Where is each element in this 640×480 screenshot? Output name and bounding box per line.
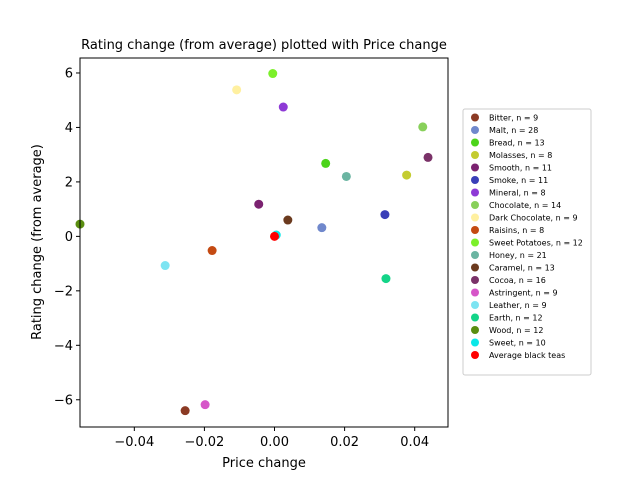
legend-label: Malt, n = 28 xyxy=(489,126,538,135)
legend-marker xyxy=(471,276,479,284)
legend-label: Leather, n = 9 xyxy=(489,301,547,310)
legend-marker xyxy=(471,326,479,334)
legend-marker xyxy=(471,263,479,272)
legend-label: Average black teas xyxy=(489,351,565,360)
legend-label: Smoke, n = 11 xyxy=(489,176,548,185)
legend-label: Sweet, n = 10 xyxy=(489,339,546,348)
legend-label: Astringent, n = 9 xyxy=(489,289,558,298)
y-tick-label: 4 xyxy=(65,121,73,136)
data-point xyxy=(232,85,242,95)
legend-marker xyxy=(471,301,479,309)
data-point xyxy=(180,406,190,416)
data-point xyxy=(317,223,327,233)
plot-frame xyxy=(79,57,449,428)
legend-marker xyxy=(471,213,479,222)
data-point xyxy=(380,210,390,220)
data-point xyxy=(423,152,433,162)
legend-marker xyxy=(471,151,479,159)
legend-label: Bitter, n = 9 xyxy=(489,114,538,123)
data-point xyxy=(268,69,278,79)
legend-label: Mineral, n = 8 xyxy=(489,189,546,198)
legend-marker xyxy=(471,251,479,259)
legend-label: Molasses, n = 8 xyxy=(489,151,552,160)
x-tick-label: −0.02 xyxy=(184,435,224,450)
legend-marker xyxy=(471,238,479,247)
data-point xyxy=(207,246,217,256)
legend-marker xyxy=(471,201,479,209)
y-axis: −6 −4 −2 0 2 4 6 xyxy=(54,66,80,408)
legend-marker xyxy=(471,226,479,234)
y-tick-label: 6 xyxy=(65,66,73,81)
legend-label: Smooth, n = 11 xyxy=(489,164,552,173)
y-tick-label: −2 xyxy=(54,284,73,299)
chart-title: Rating change (from average) plotted wit… xyxy=(81,38,447,53)
y-axis-label: Rating change (from average) xyxy=(30,144,45,340)
plot-area xyxy=(75,69,433,416)
data-point xyxy=(418,122,428,132)
data-point xyxy=(381,274,391,284)
legend-marker xyxy=(471,176,479,184)
legend-marker xyxy=(471,288,479,297)
x-tick-label: 0.00 xyxy=(260,435,289,450)
legend-marker xyxy=(471,126,479,134)
data-point xyxy=(270,231,280,241)
legend-label: Wood, n = 12 xyxy=(489,326,543,335)
data-point xyxy=(321,158,331,168)
legend-label: Bread, n = 13 xyxy=(489,139,545,148)
legend-frame xyxy=(462,108,592,376)
legend: Bitter, n = 9 Malt, n = 28 Bread, n = 13 Mo… xyxy=(462,108,592,376)
legend-label: Earth, n = 12 xyxy=(489,314,543,323)
data-point xyxy=(254,199,264,209)
data-point xyxy=(341,171,351,181)
x-tick-label: 0.02 xyxy=(330,435,359,450)
legend-marker xyxy=(471,313,479,322)
x-axis: −0.04 −0.02 0.00 0.02 0.04 xyxy=(114,427,429,450)
data-point xyxy=(402,170,412,180)
legend-marker xyxy=(471,163,479,172)
data-point xyxy=(283,215,293,225)
legend-label: Cocoa, n = 16 xyxy=(489,276,546,285)
legend-marker xyxy=(471,138,479,147)
legend-label: Dark Chocolate, n = 9 xyxy=(489,214,578,223)
x-axis-label: Price change xyxy=(222,456,306,471)
legend-label: Raisins, n = 8 xyxy=(489,226,544,235)
y-tick-label: −6 xyxy=(54,393,73,408)
legend-label: Honey, n = 21 xyxy=(489,251,547,260)
legend-marker xyxy=(471,188,479,197)
legend-marker xyxy=(471,113,479,122)
legend-label: Sweet Potatoes, n = 12 xyxy=(489,239,583,248)
data-point xyxy=(200,400,210,410)
data-point xyxy=(278,102,288,112)
legend-label: Chocolate, n = 14 xyxy=(489,201,561,210)
x-tick-label: 0.04 xyxy=(400,435,429,450)
y-tick-label: −4 xyxy=(54,339,73,354)
x-tick-label: −0.04 xyxy=(114,435,154,450)
legend-label: Caramel, n = 13 xyxy=(489,264,555,273)
y-tick-label: 0 xyxy=(65,230,73,245)
legend-marker xyxy=(471,338,479,347)
data-point xyxy=(160,261,170,271)
legend-marker xyxy=(471,351,479,359)
y-tick-label: 2 xyxy=(65,175,73,190)
